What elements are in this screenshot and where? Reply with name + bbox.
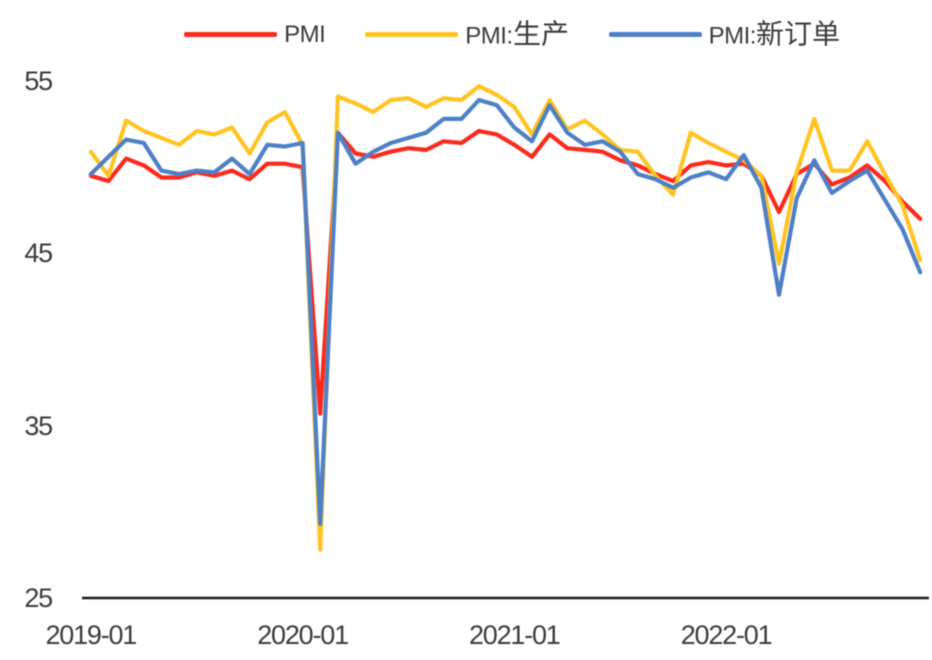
y-axis-tick-45: 45 — [24, 238, 53, 269]
x-axis-tick-2022-01: 2022-01 — [680, 620, 773, 650]
legend-item-pmi-new-orders[interactable]: PMI: — [608, 19, 840, 51]
x-axis-tick-2020-01: 2020-01 — [257, 620, 349, 650]
legend-item-pmi-production[interactable]: PMI: — [365, 19, 568, 51]
legend-label-pmi-production: PMI: — [465, 19, 568, 51]
y-axis-tick-55: 55 — [24, 66, 53, 96]
y-axis-tick-25: 25 — [24, 583, 53, 613]
legend-swatch-pmi — [184, 32, 278, 37]
series-line-1 — [88, 84, 923, 552]
y-axis-tick-35: 35 — [24, 410, 53, 441]
cjk-char-新 — [757, 19, 783, 46]
legend-label-pmi-new-orders: PMI: — [709, 19, 840, 51]
chart-legend: PMI PMI: PMI: — [92, 19, 932, 51]
legend-swatch-pmi-production — [365, 32, 459, 37]
series-line-0 — [88, 128, 923, 416]
cjk-char-生 — [514, 19, 540, 45]
cjk-char-产 — [541, 19, 567, 46]
legend-swatch-pmi-new-orders — [608, 32, 702, 37]
legend-label-pmi: PMI — [284, 21, 326, 48]
x-axis-tick-2021-01: 2021-01 — [468, 620, 561, 650]
x-axis-tick-2019-01: 2019-01 — [45, 620, 137, 650]
series-line-2 — [88, 97, 923, 527]
cjk-char-单 — [813, 19, 839, 46]
cjk-char-订 — [785, 20, 811, 46]
legend-item-pmi[interactable]: PMI — [184, 20, 326, 49]
